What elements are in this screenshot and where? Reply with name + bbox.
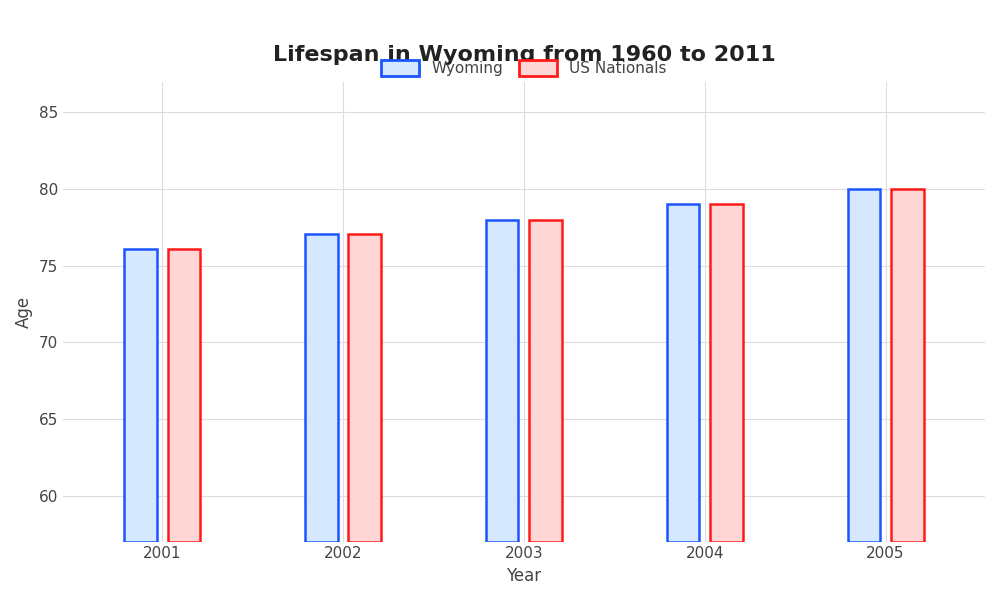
Title: Lifespan in Wyoming from 1960 to 2011: Lifespan in Wyoming from 1960 to 2011: [273, 45, 775, 65]
Bar: [710, 205, 743, 542]
Bar: [486, 220, 518, 542]
Bar: [667, 205, 699, 542]
Y-axis label: Age: Age: [15, 296, 33, 328]
Bar: [305, 233, 338, 542]
Bar: [848, 189, 880, 542]
Bar: [891, 189, 924, 542]
Bar: [529, 220, 562, 542]
Bar: [168, 249, 200, 542]
X-axis label: Year: Year: [506, 567, 541, 585]
Bar: [124, 249, 157, 542]
Bar: [348, 233, 381, 542]
Legend: Wyoming, US Nationals: Wyoming, US Nationals: [374, 53, 674, 84]
